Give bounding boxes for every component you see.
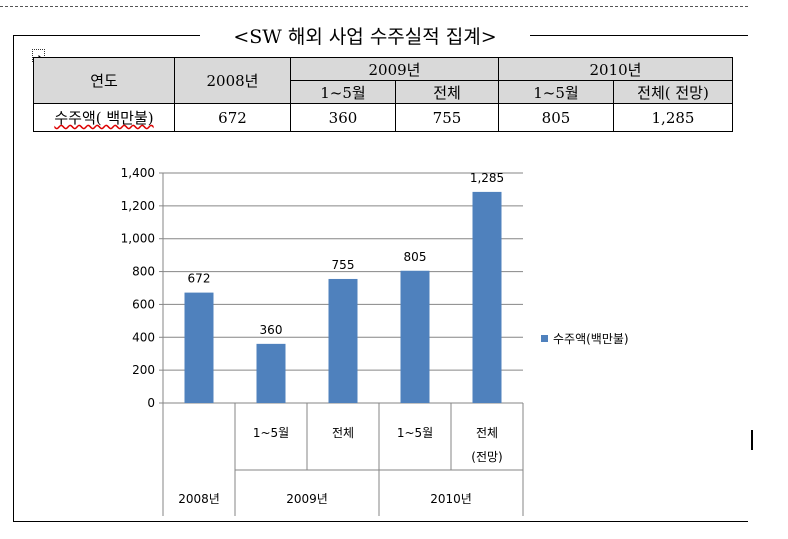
y-tick-label: 1,000	[121, 232, 155, 246]
y-tick-label: 0	[147, 396, 155, 410]
title-rule-right	[530, 35, 748, 36]
header-2009-total-cell: 전체	[395, 80, 499, 104]
x-category-label: 1~5월	[253, 426, 289, 440]
x-category-label: (전망)	[471, 450, 502, 464]
y-tick-label: 200	[132, 363, 155, 377]
value-cell: 755	[395, 103, 499, 132]
top-dashed-border	[0, 6, 748, 7]
data-label: 672	[188, 272, 211, 286]
y-tick-label: 400	[132, 330, 155, 344]
header-2010-total-cell: 전체( 전망)	[613, 80, 733, 104]
row-label-text: 수주액( 백만불)	[54, 109, 154, 127]
header-2009-may-cell: 1~5월	[290, 80, 396, 104]
value-cell: 672	[174, 103, 291, 132]
row-label-cell: 수주액( 백만불)	[33, 103, 175, 132]
bar	[328, 278, 358, 403]
data-label: 1,285	[470, 171, 504, 185]
value-cell: 1,285	[613, 103, 733, 132]
bar	[472, 191, 502, 403]
x-category-label: 전체	[476, 426, 498, 440]
summary-table: 연도 2008년 2009년 2010년 1~5월 전체 1~5월 전체( 전망…	[33, 57, 733, 132]
y-tick-label: 600	[132, 297, 155, 311]
y-tick-label: 800	[132, 265, 155, 279]
legend-swatch	[541, 335, 548, 342]
data-label: 755	[332, 258, 355, 272]
title-rule-left	[13, 35, 200, 36]
text-caret	[751, 430, 753, 450]
y-tick-label: 1,400	[121, 166, 155, 180]
x-group-label: 2009년	[286, 492, 328, 506]
x-group-label: 2010년	[430, 492, 472, 506]
x-category-label: 1~5월	[397, 426, 433, 440]
data-label: 360	[260, 323, 283, 337]
value-cell: 360	[290, 103, 396, 132]
legend-label: 수주액(백만불)	[553, 332, 629, 346]
value-cell: 805	[498, 103, 614, 132]
bar	[400, 270, 430, 403]
bar	[184, 292, 214, 403]
header-2010-may-cell: 1~5월	[498, 80, 614, 104]
header-2009-cell: 2009년	[290, 57, 499, 81]
bar	[256, 343, 286, 403]
data-label: 805	[404, 250, 427, 264]
x-category-label: 전체	[332, 426, 354, 440]
page-title: <SW 해외 사업 수주실적 집계>	[200, 22, 530, 49]
frame-left-border	[13, 35, 14, 521]
frame-bottom-border	[13, 521, 748, 522]
header-2010-cell: 2010년	[498, 57, 733, 81]
y-tick-label: 1,200	[121, 199, 155, 213]
x-group-label: 2008년	[178, 492, 220, 506]
